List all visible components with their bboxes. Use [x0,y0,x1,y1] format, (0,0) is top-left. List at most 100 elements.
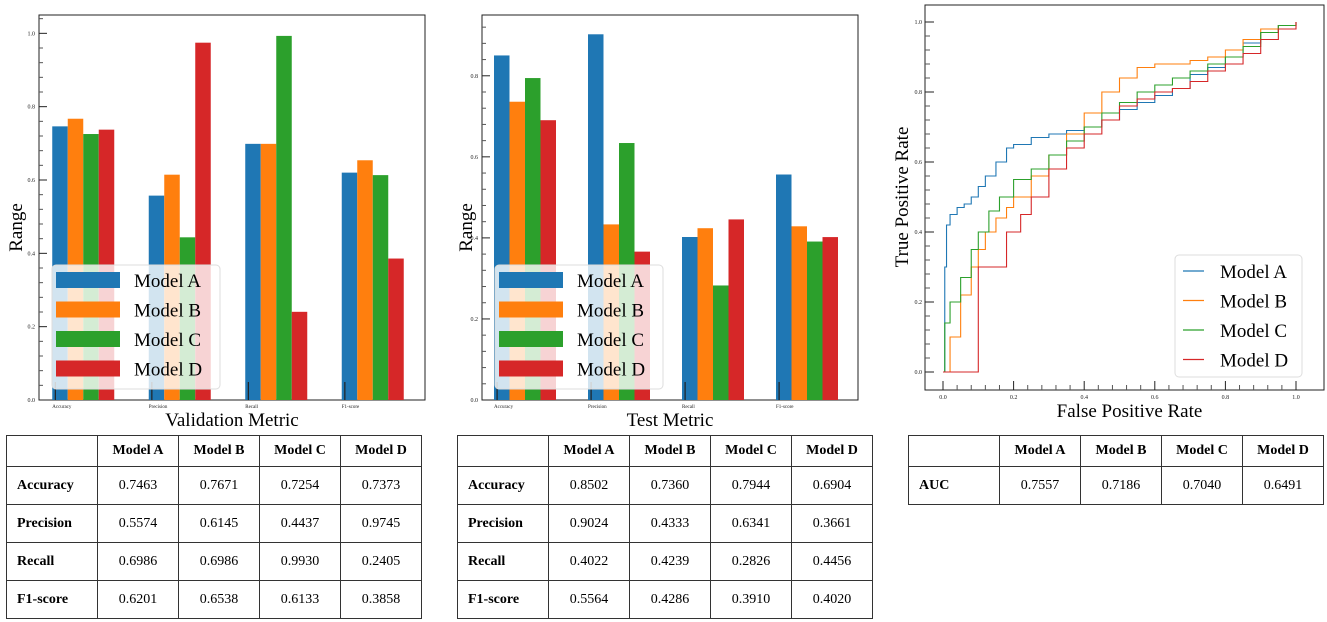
column-header-model-a: Model A [548,435,630,467]
test-bar-model-d-f1-score [822,237,838,400]
table-corner-cell [457,435,549,467]
test-x-axis-title: Test Metric [627,410,714,431]
table-cell: 0.5564 [548,580,630,619]
test-legend-label-model-d: Model D [577,360,645,381]
table-cell: 0.3661 [791,504,873,543]
column-header-model-c: Model C [259,435,341,467]
column-header-model-d: Model D [340,435,422,467]
row-header-f1-score: F1-score [457,580,549,619]
test-bar-model-b-recall [697,228,713,400]
table-cell: 0.7557 [999,466,1081,505]
roc-legend-box [1174,254,1303,378]
row-header-recall: Recall [6,542,98,581]
column-header-model-b: Model B [1080,435,1162,467]
test-y-axis-title: Range [456,203,477,252]
test-x-tick-label: F1-score [776,405,794,410]
table-cell: 0.4456 [791,542,873,581]
test-y-tick-label: 0.6 [471,155,479,161]
column-header-model-b: Model B [629,435,711,467]
table-cell: 0.9745 [340,504,422,543]
test-legend-label-model-a: Model A [577,271,644,292]
test-y-tick-label: 0.2 [471,317,479,323]
table-row: Recall 0.4022 0.4239 0.2826 0.4456 [457,542,873,581]
val-legend-label-model-c: Model C [134,330,201,351]
table-cell: 0.7254 [259,466,341,505]
roc-x-tick-label: 0.8 [1222,395,1230,401]
table-cell: 0.7463 [97,466,179,505]
test-y-tick-label: 0.8 [471,74,479,80]
table-corner-cell [908,435,1000,467]
table-cell: 0.6538 [178,580,260,619]
table-row: Accuracy 0.8502 0.7360 0.7944 0.6904 [457,466,873,505]
test-bar-model-c-recall [713,285,729,400]
table-cell: 0.4437 [259,504,341,543]
table-cell: 0.7671 [178,466,260,505]
table-cell: 0.8502 [548,466,630,505]
test-y-tick-label: 0.4 [471,236,479,242]
table-cell: 0.7360 [629,466,711,505]
table-cell: 0.5574 [97,504,179,543]
table-cell: 0.4020 [791,580,873,619]
table-row: F1-score 0.5564 0.4286 0.3910 0.4020 [457,580,873,619]
val-legend-box [51,264,221,390]
test-legend-swatch-model-b [499,301,563,318]
test-bar-model-b-f1-score [791,226,807,400]
table-cell: 0.6341 [710,504,792,543]
roc-legend-label-model-d: Model D [1220,351,1288,372]
val-bar-model-a-recall [245,143,261,400]
roc-y-tick-label: 0.2 [915,300,923,306]
table-cell: 0.7040 [1161,466,1243,505]
table-row: Accuracy 0.7463 0.7671 0.7254 0.7373 [6,466,422,505]
val-bar-model-c-f1-score [372,175,389,400]
val-bar-model-b-f1-score [357,160,373,400]
table-cell: 0.3910 [710,580,792,619]
test-y-tick-label: 0.0 [471,398,479,404]
test-plot-frame [481,14,859,401]
test-metrics-table: Model A Model B Model C Model D Accuracy 0.85… [457,435,873,619]
roc-y-tick-label: 1.0 [915,20,923,26]
val-y-tick-label: 0.2 [28,325,36,331]
table-row: Precision 0.5574 0.6145 0.4437 0.9745 [6,504,422,543]
val-legend-swatch-model-c [56,331,120,347]
test-legend: Model A Model B Model C Model D [494,264,664,390]
column-header-model-a: Model A [97,435,179,467]
table-cell: 0.4022 [548,542,630,581]
val-y-tick-label: 0.0 [28,398,36,404]
auc-table: Model A Model B Model C Model D AUC 0.7557 0.7… [908,435,1324,505]
val-legend-swatch-model-a [56,272,120,288]
roc-legend: Model A Model B Model C Model D [1174,254,1303,378]
test-legend-box [494,264,664,390]
roc-plot-frame [924,4,1325,391]
column-header-model-d: Model D [1242,435,1324,467]
val-x-tick-label: Accuracy [52,405,72,410]
column-header-model-d: Model D [791,435,873,467]
val-bar-model-a-f1-score [341,172,358,400]
table-cell: 0.7186 [1080,466,1162,505]
table-cell: 0.7944 [710,466,792,505]
val-legend-label-model-a: Model A [134,271,201,292]
table-cell: 0.9930 [259,542,341,581]
column-header-model-c: Model C [1161,435,1243,467]
val-y-axis-title: Range [6,203,27,252]
row-header-f1-score: F1-score [6,580,98,619]
roc-curve-chart: 0.0 0.2 0.4 0.6 0.8 1.0 0.0 0.2 0.4 0.6 0.8 1.0 Fals… [892,4,1325,422]
val-x-tick-label: Recall [245,405,258,410]
column-header-model-c: Model C [710,435,792,467]
roc-legend-label-model-c: Model C [1220,321,1287,342]
row-header-recall: Recall [457,542,549,581]
test-x-tick-label: Recall [682,405,695,410]
table-row: AUC 0.7557 0.7186 0.7040 0.6491 [908,466,1324,505]
roc-x-tick-label: 0.4 [1080,395,1088,401]
test-x-tick-label: Accuracy [494,405,514,410]
roc-x-tick-label: 1.0 [1292,395,1300,401]
table-cell: 0.2826 [710,542,792,581]
roc-x-tick-label: 0.2 [1010,395,1018,401]
table-cell: 0.3858 [340,580,422,619]
val-legend-swatch-model-b [56,301,120,318]
val-y-tick-label: 0.8 [28,105,36,111]
test-legend-swatch-model-d [499,360,563,377]
roc-x-axis-title: False Positive Rate [1057,401,1203,422]
table-cell: 0.4286 [629,580,711,619]
roc-legend-label-model-b: Model B [1220,292,1287,313]
table-corner-cell [6,435,98,467]
